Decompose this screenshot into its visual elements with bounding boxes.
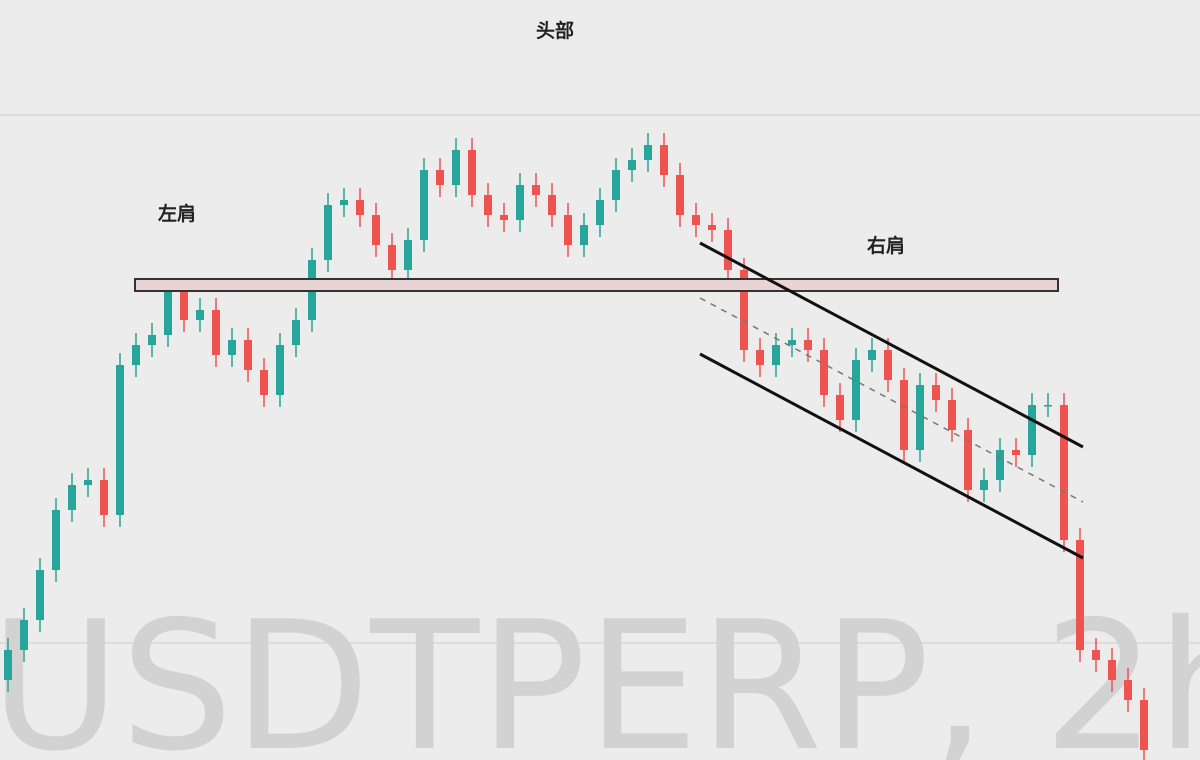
candle-body — [500, 215, 508, 220]
channel-upper — [699, 241, 1084, 449]
candle-body — [196, 310, 204, 320]
candle-body — [852, 360, 860, 420]
candle-body — [660, 145, 668, 175]
candle-body — [84, 480, 92, 485]
candle-body — [820, 350, 828, 395]
candle-body — [532, 185, 540, 195]
candle-body — [1092, 650, 1100, 660]
head-label: 头部 — [536, 19, 574, 42]
candle-body — [724, 230, 732, 270]
candle-body — [292, 320, 300, 345]
candle-body — [580, 225, 588, 245]
candle-body — [180, 290, 188, 320]
candle-body — [740, 270, 748, 350]
candle-body — [1140, 700, 1148, 750]
channel-lower — [699, 352, 1084, 560]
candle-body — [36, 570, 44, 620]
candle-body — [4, 650, 12, 680]
candle-body — [148, 335, 156, 345]
candle-body — [868, 350, 876, 360]
candle-body — [372, 215, 380, 245]
candle-body — [612, 170, 620, 200]
candle-body — [772, 345, 780, 365]
candle-body — [1060, 405, 1068, 540]
candle-body — [932, 385, 940, 400]
candle-body — [420, 170, 428, 240]
candle-body — [484, 195, 492, 215]
candles — [4, 133, 1148, 760]
candle-body — [548, 195, 556, 215]
candle-body — [452, 150, 460, 185]
candle-body — [164, 290, 172, 335]
candle-body — [116, 365, 124, 515]
candle-body — [100, 480, 108, 515]
candle-body — [68, 485, 76, 510]
candle-body — [644, 145, 652, 160]
candle-body — [244, 340, 252, 370]
candle-body — [260, 370, 268, 395]
candle-body — [1076, 540, 1084, 650]
candle-body — [1028, 405, 1036, 455]
candle-body — [228, 340, 236, 355]
left-shoulder-label: 左肩 — [158, 202, 196, 225]
candle-body — [676, 175, 684, 215]
channel-mid — [699, 297, 1084, 503]
candle-body — [708, 225, 716, 230]
candle-body — [388, 245, 396, 270]
candle-body — [356, 200, 364, 215]
candle-body — [52, 510, 60, 570]
candle-body — [1044, 405, 1052, 407]
right-shoulder-label: 右肩 — [866, 234, 905, 257]
candle-body — [884, 350, 892, 380]
candle-body — [596, 200, 604, 225]
candle-body — [804, 340, 812, 350]
candle-body — [132, 345, 140, 365]
candle-body — [1124, 680, 1132, 700]
candle-body — [468, 150, 476, 195]
candle-body — [436, 170, 444, 185]
candle-body — [692, 215, 700, 225]
candle-body — [516, 185, 524, 220]
candle-body — [756, 350, 764, 365]
candle-body — [404, 240, 412, 270]
candle-body — [980, 480, 988, 490]
candle-body — [1012, 450, 1020, 455]
candle-body — [276, 345, 284, 395]
candle-body — [20, 620, 28, 650]
candle-body — [948, 400, 956, 430]
candle-body — [996, 450, 1004, 480]
candle-body — [788, 340, 796, 345]
candle-body — [1108, 660, 1116, 680]
candle-body — [836, 395, 844, 420]
candle-body — [340, 200, 348, 205]
candle-body — [324, 205, 332, 260]
candle-body — [628, 160, 636, 170]
candle-body — [964, 430, 972, 490]
candle-body — [916, 385, 924, 450]
candle-body — [212, 310, 220, 355]
watermark: USDTPERP, 2h — [0, 583, 1200, 760]
candle-body — [564, 215, 572, 245]
neckline — [134, 278, 1059, 292]
candle-body — [900, 380, 908, 450]
